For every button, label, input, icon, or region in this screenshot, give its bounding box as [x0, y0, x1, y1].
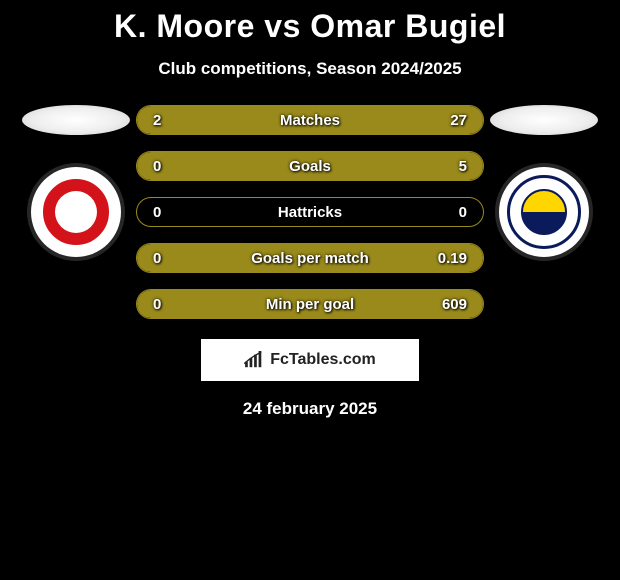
player-silhouette-right	[490, 105, 598, 135]
player-silhouette-left	[22, 105, 130, 135]
stat-bar: 2 Matches 27	[136, 105, 484, 135]
fleetwood-crest-icon	[39, 175, 113, 249]
stats-column: 2 Matches 27 0 Goals 5 0 Hattricks 0 0 Goals per m…	[136, 105, 484, 319]
stat-bar: 0 Min per goal 609	[136, 289, 484, 319]
brand-text: FcTables.com	[270, 351, 376, 369]
page-title: K. Moore vs Omar Bugiel	[0, 0, 620, 45]
stat-label: Min per goal	[266, 296, 354, 313]
brand-box[interactable]: FcTables.com	[201, 339, 419, 381]
wimbledon-crest-icon	[507, 175, 581, 249]
stat-right-value: 609	[442, 296, 467, 313]
stat-left-value: 0	[153, 296, 161, 313]
comparison-row: 2 Matches 27 0 Goals 5 0 Hattricks 0 0 Goals per m…	[0, 105, 620, 319]
stat-right-value: 0	[459, 204, 467, 221]
left-column	[16, 105, 136, 257]
club-badge-left	[31, 167, 121, 257]
stat-right-value: 5	[459, 158, 467, 175]
club-badge-right	[499, 167, 589, 257]
bar-chart-icon	[244, 351, 266, 369]
stat-left-value: 2	[153, 112, 161, 129]
stat-right-value: 27	[450, 112, 467, 129]
stat-bar: 0 Hattricks 0	[136, 197, 484, 227]
stat-label: Hattricks	[278, 204, 342, 221]
stat-bar: 0 Goals per match 0.19	[136, 243, 484, 273]
date-line: 24 february 2025	[0, 399, 620, 419]
stat-label: Goals	[289, 158, 331, 175]
stat-left-value: 0	[153, 158, 161, 175]
subtitle: Club competitions, Season 2024/2025	[0, 59, 620, 79]
right-column	[484, 105, 604, 257]
stat-right-value: 0.19	[438, 250, 467, 267]
stat-bar: 0 Goals 5	[136, 151, 484, 181]
stat-label: Matches	[280, 112, 340, 129]
stat-label: Goals per match	[251, 250, 369, 267]
stat-left-value: 0	[153, 250, 161, 267]
stat-left-value: 0	[153, 204, 161, 221]
